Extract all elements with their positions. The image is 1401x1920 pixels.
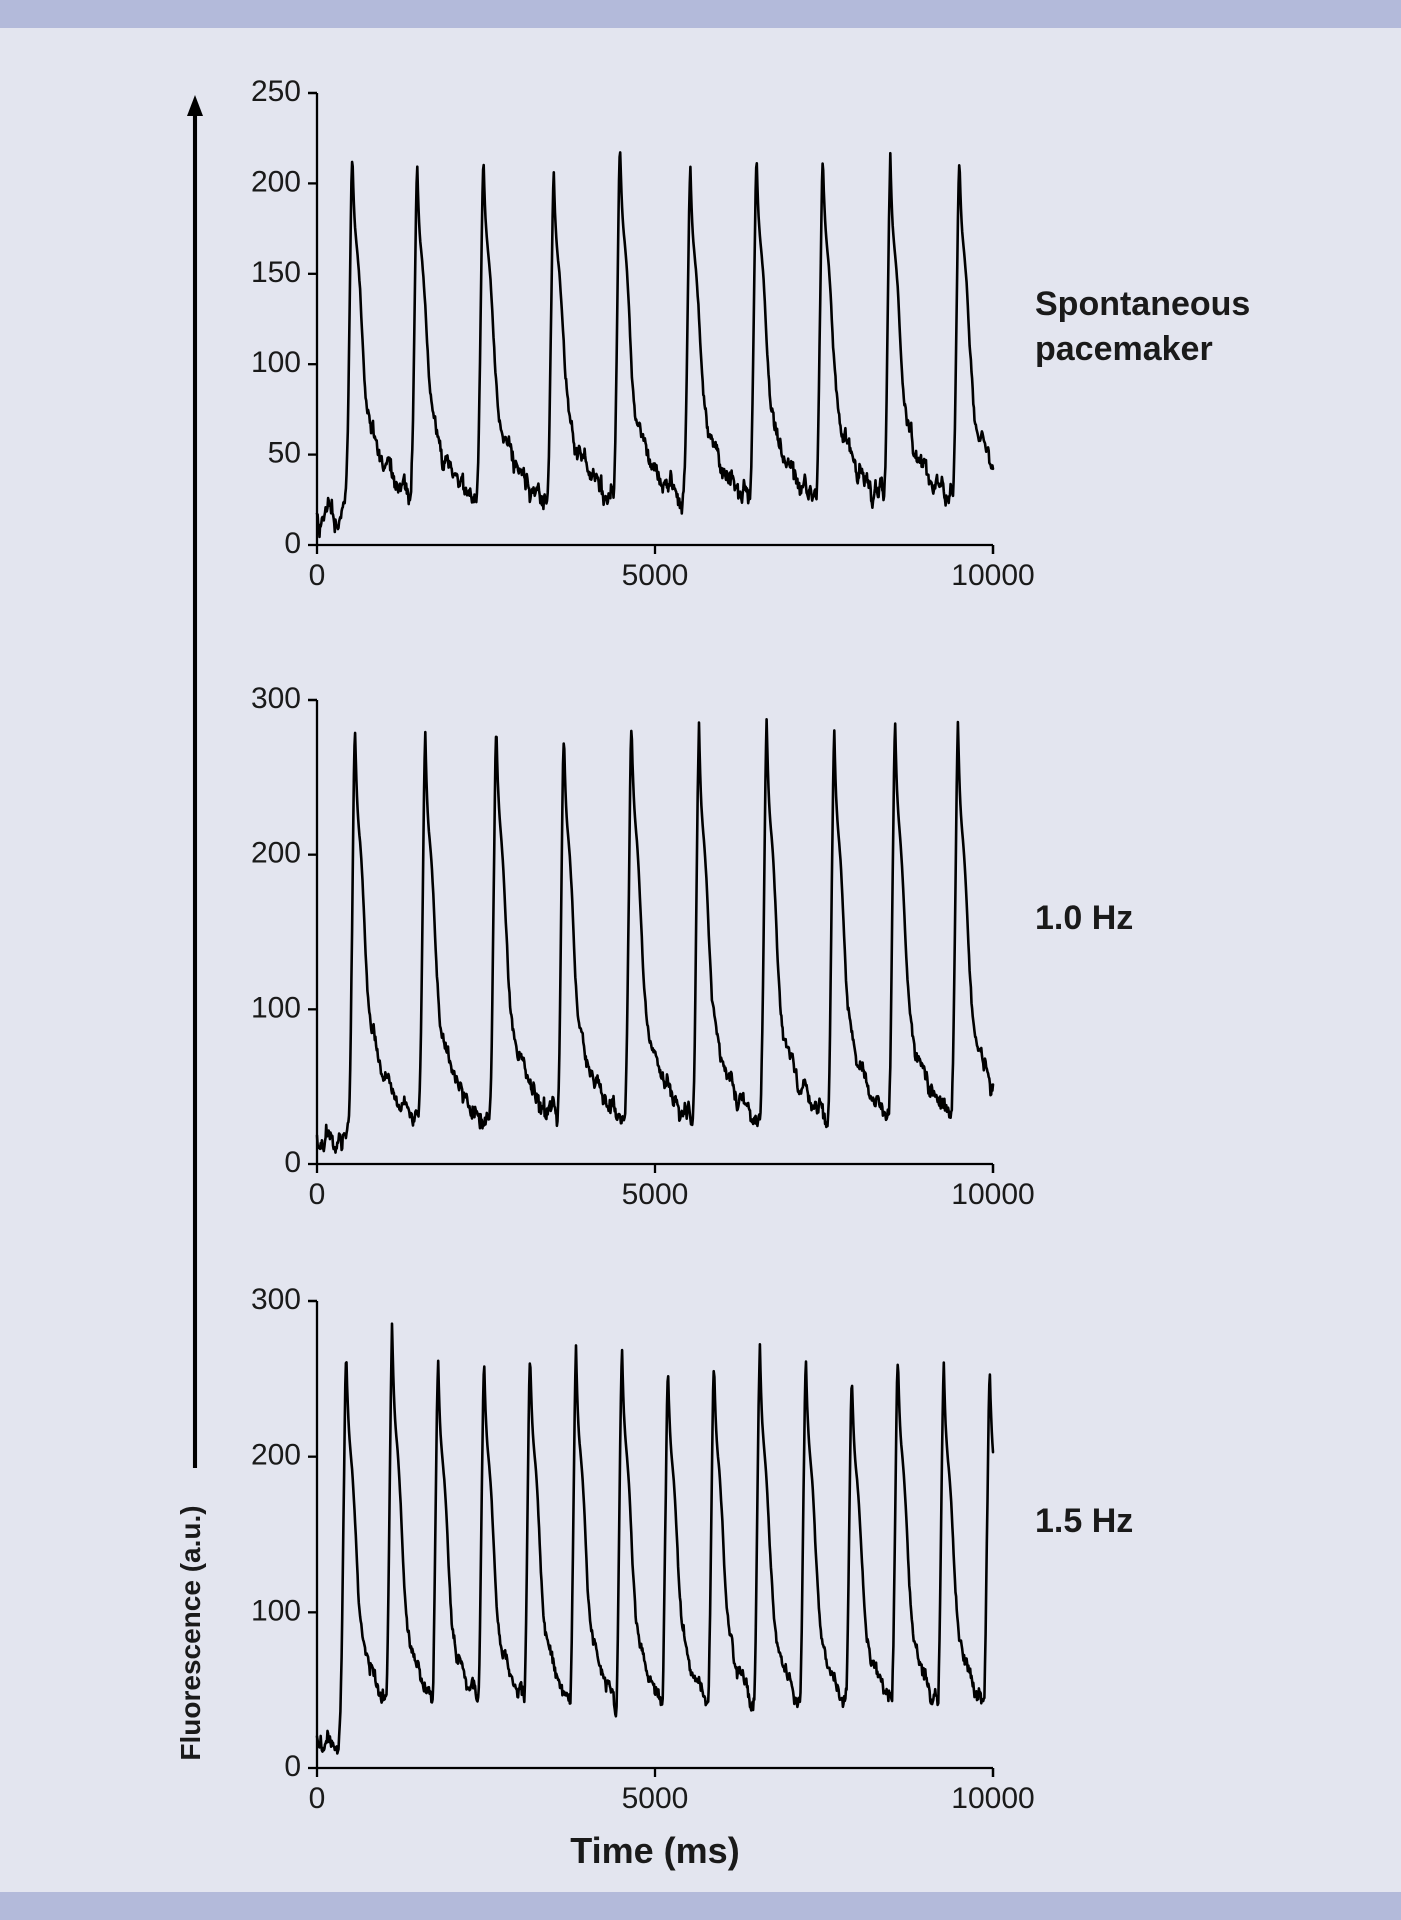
svg-text:200: 200 [251,165,301,198]
svg-text:10000: 10000 [951,559,1034,592]
svg-text:10000: 10000 [951,1782,1034,1815]
svg-text:300: 300 [251,1283,301,1316]
svg-text:Time (ms): Time (ms) [570,1830,739,1871]
svg-text:0: 0 [309,559,326,592]
svg-text:50: 50 [268,437,301,470]
svg-text:100: 100 [251,991,301,1024]
svg-text:200: 200 [251,1439,301,1472]
svg-text:5000: 5000 [622,1178,689,1211]
svg-text:0: 0 [284,527,301,560]
svg-text:100: 100 [251,1594,301,1627]
svg-text:10000: 10000 [951,1178,1034,1211]
svg-text:1.5 Hz: 1.5 Hz [1035,1502,1133,1540]
svg-text:0: 0 [309,1782,326,1815]
svg-text:Fluorescence (a.u.): Fluorescence (a.u.) [175,1505,206,1760]
svg-text:0: 0 [284,1146,301,1179]
svg-text:150: 150 [251,256,301,289]
svg-text:pacemaker: pacemaker [1035,330,1213,368]
svg-text:200: 200 [251,837,301,870]
svg-text:0: 0 [284,1750,301,1783]
svg-text:Spontaneous: Spontaneous [1035,285,1250,323]
svg-text:5000: 5000 [622,1782,689,1815]
svg-text:5000: 5000 [622,559,689,592]
svg-text:250: 250 [251,75,301,108]
svg-text:0: 0 [309,1178,326,1211]
svg-text:1.0 Hz: 1.0 Hz [1035,899,1133,937]
svg-text:100: 100 [251,346,301,379]
svg-text:300: 300 [251,682,301,715]
